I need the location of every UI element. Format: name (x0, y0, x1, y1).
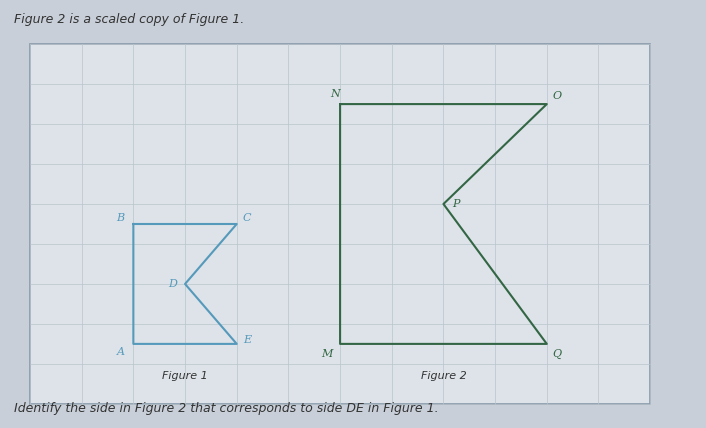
Text: C: C (243, 213, 251, 223)
Text: E: E (243, 335, 251, 345)
Text: Figure 2 is a scaled copy of Figure 1.: Figure 2 is a scaled copy of Figure 1. (14, 13, 244, 26)
Text: Identify the side in Figure 2 that corresponds to side DE in Figure 1.: Identify the side in Figure 2 that corre… (14, 402, 438, 415)
Text: A: A (116, 347, 124, 357)
Bar (30, 44, 650, 404)
Text: Figure 2: Figure 2 (421, 371, 467, 381)
Text: Q: Q (553, 349, 562, 359)
Text: N: N (330, 89, 340, 99)
Text: P: P (453, 199, 460, 209)
Text: D: D (168, 279, 176, 289)
Text: M: M (321, 349, 333, 359)
Text: B: B (116, 213, 124, 223)
Text: Figure 1: Figure 1 (162, 371, 208, 381)
Text: O: O (553, 91, 562, 101)
